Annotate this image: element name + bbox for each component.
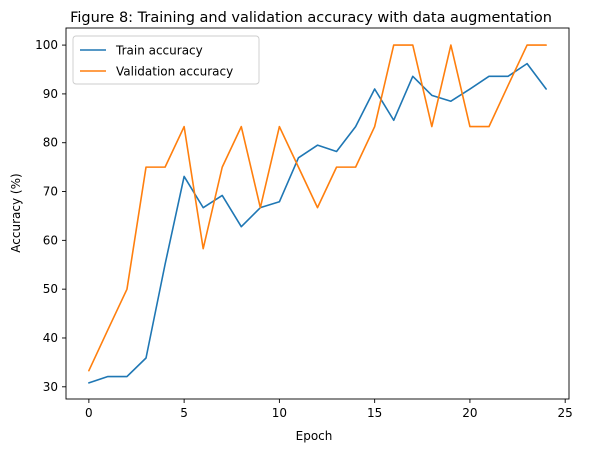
legend-label: Train accuracy [115,44,203,58]
x-tick-label: 5 [180,406,188,420]
y-tick-label: 40 [43,331,58,345]
chart-title: Figure 8: Training and validation accura… [70,10,552,26]
y-tick-label: 80 [43,136,58,150]
x-tick-label: 15 [367,406,382,420]
legend-box [72,35,260,85]
x-tick-label: 0 [85,406,93,420]
x-axis-label: Epoch [296,429,333,443]
x-tick-label: 10 [272,406,287,420]
x-axis: 0 5 10 15 20 25 [85,399,573,420]
y-tick-label: 70 [43,185,58,199]
y-tick-label: 50 [43,282,58,296]
y-tick-label: 90 [43,87,58,101]
x-tick-label: 20 [462,406,477,420]
y-tick-label: 30 [43,380,58,394]
y-axis: 30 40 50 60 70 80 90 100 [35,38,66,394]
y-tick-label: 60 [43,233,58,247]
plot-frame [65,27,570,400]
series-layer [88,44,547,384]
y-tick-label: 100 [35,38,58,52]
series-line-train [88,62,547,384]
legend: Train accuracy Validation accuracy [72,35,260,85]
legend-label: Validation accuracy [116,65,233,79]
x-tick-label: 25 [558,406,573,420]
series-line-validation [88,44,547,372]
y-axis-label: Accuracy (%) [9,173,23,252]
